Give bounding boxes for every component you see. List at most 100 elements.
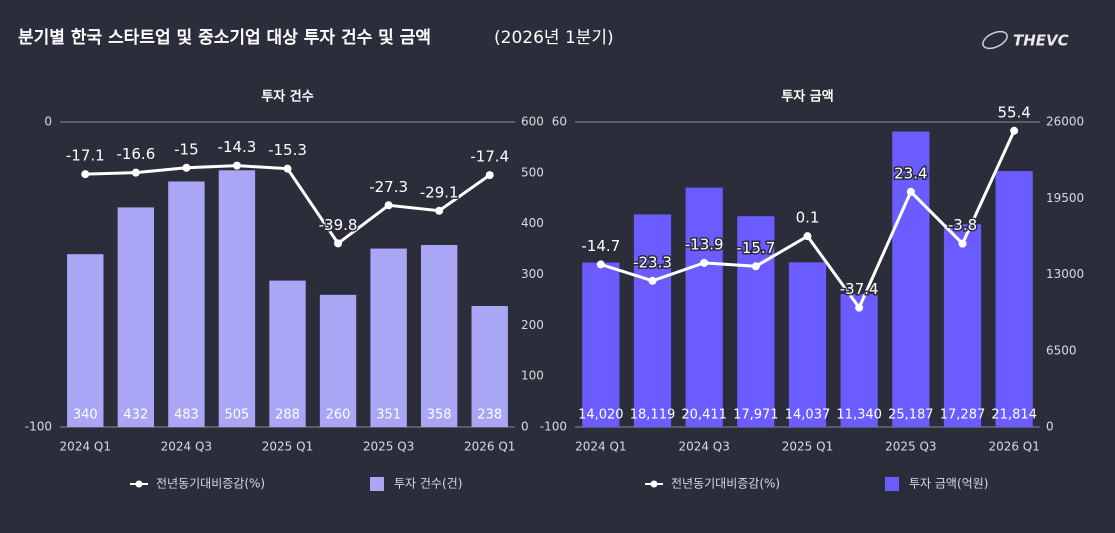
page-title-note: (2026년 1분기) xyxy=(494,28,614,48)
bar xyxy=(168,181,205,427)
y2-tick-label: 300 xyxy=(521,267,544,281)
y2-tick-label: 500 xyxy=(521,165,544,179)
legend-symbol xyxy=(885,477,899,491)
bar xyxy=(117,207,155,427)
legend-label: 전년동기대비증감(%) xyxy=(671,477,780,491)
bar-value-label: 340 xyxy=(73,408,98,423)
line-point xyxy=(182,163,191,172)
bar-value-label: 25,187 xyxy=(888,408,934,423)
chart-title: 투자 건수 xyxy=(261,89,313,105)
bar xyxy=(788,262,827,427)
legend-symbol xyxy=(370,477,384,491)
legend-symbol xyxy=(135,480,143,488)
line-value-label: 23.4 xyxy=(894,164,927,182)
y2-tick-label: 400 xyxy=(521,216,544,230)
line-value-label: -39.8 xyxy=(319,216,358,234)
bar xyxy=(269,280,306,427)
bar xyxy=(995,171,1033,427)
line-value-label: -29.1 xyxy=(420,183,459,201)
line-value-label: -17.4 xyxy=(470,148,509,166)
line-point xyxy=(81,170,90,179)
x-tick-label: 2026 Q1 xyxy=(464,440,515,454)
y-tick-label: 60 xyxy=(552,115,567,129)
bar xyxy=(943,224,982,427)
line-point xyxy=(485,171,494,180)
x-tick-label: 2024 Q1 xyxy=(575,440,626,454)
x-tick-label: 2024 Q3 xyxy=(161,440,212,454)
x-tick-label: 2025 Q1 xyxy=(782,440,833,454)
legend-label: 투자 건수(건) xyxy=(394,477,462,491)
x-tick-label: 2024 Q1 xyxy=(60,440,111,454)
line-point xyxy=(751,262,760,271)
line-value-label: -14.3 xyxy=(218,138,257,156)
y2-tick-label: 200 xyxy=(521,318,544,332)
line-point xyxy=(131,168,140,177)
bar xyxy=(218,170,256,427)
line-point xyxy=(1010,126,1019,135)
line-value-label: -17.1 xyxy=(66,147,105,165)
bar-value-label: 505 xyxy=(225,408,250,423)
bar xyxy=(582,262,620,427)
y2-tick-label: 0 xyxy=(1046,420,1054,434)
line-value-label: -15 xyxy=(174,140,199,158)
line-value-label: -15.7 xyxy=(736,239,775,257)
bar xyxy=(685,187,723,427)
x-tick-label: 2024 Q3 xyxy=(678,440,729,454)
line-value-label: -14.7 xyxy=(581,237,620,255)
bar-value-label: 432 xyxy=(123,408,148,423)
bar xyxy=(737,216,775,427)
bar-value-label: 18,119 xyxy=(630,408,676,423)
line-point xyxy=(855,303,864,312)
bar xyxy=(420,245,458,427)
x-tick-label: 2026 Q1 xyxy=(988,440,1039,454)
bar xyxy=(633,214,672,427)
y2-tick-label: 0 xyxy=(521,420,529,434)
page-title: 분기별 한국 스타트업 및 중소기업 대상 투자 건수 및 금액 xyxy=(18,28,431,48)
bar xyxy=(370,248,407,427)
y2-tick-label: 19500 xyxy=(1046,191,1084,205)
line-point xyxy=(384,201,393,210)
bar-value-label: 17,287 xyxy=(940,408,986,423)
line-value-label: -23.3 xyxy=(633,253,672,271)
line-value-label: -3.8 xyxy=(948,216,977,234)
bar xyxy=(319,294,357,427)
logo-text: THEVC xyxy=(1013,32,1069,50)
line-point xyxy=(700,258,709,267)
y2-tick-label: 13000 xyxy=(1046,267,1084,281)
y2-tick-label: 600 xyxy=(521,115,544,129)
bar-value-label: 14,020 xyxy=(578,408,624,423)
y-tick-label: -100 xyxy=(25,420,52,434)
bar-value-label: 17,971 xyxy=(733,408,779,423)
bar-value-label: 351 xyxy=(376,408,401,423)
line-value-label: -13.9 xyxy=(685,235,724,253)
chart-title: 투자 금액 xyxy=(781,90,833,105)
legend-label: 전년동기대비증감(%) xyxy=(156,477,265,491)
y2-tick-label: 26000 xyxy=(1046,115,1084,129)
bar-value-label: 288 xyxy=(275,408,300,423)
bar-value-label: 260 xyxy=(326,408,351,423)
bar-value-label: 11,340 xyxy=(836,408,882,423)
y-tick-label: 0 xyxy=(44,115,52,129)
x-tick-label: 2025 Q3 xyxy=(363,440,414,454)
legend-label: 투자 금액(억원) xyxy=(909,477,988,491)
line-point xyxy=(648,276,657,285)
line-value-label: 55.4 xyxy=(997,103,1030,121)
line-value-label: 0.1 xyxy=(796,209,820,227)
bar-value-label: 238 xyxy=(477,408,502,423)
line-point xyxy=(803,232,812,241)
logo-icon xyxy=(982,30,1008,50)
bar-value-label: 14,037 xyxy=(785,408,831,423)
line-point xyxy=(283,164,292,173)
y2-tick-label: 100 xyxy=(521,369,544,383)
line-point xyxy=(334,239,343,248)
legend-symbol xyxy=(650,480,658,488)
y-tick-label: -100 xyxy=(540,420,567,434)
line-value-label: -37.4 xyxy=(840,280,879,298)
x-tick-label: 2025 Q3 xyxy=(885,440,936,454)
line-point xyxy=(906,187,915,196)
bar-value-label: 21,814 xyxy=(991,408,1037,423)
bar-value-label: 20,411 xyxy=(681,408,727,423)
bar xyxy=(840,293,878,427)
line-value-label: -15.3 xyxy=(268,141,307,159)
